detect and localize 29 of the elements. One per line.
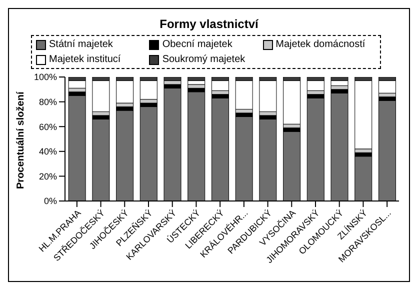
y-tick-label: 80%: [38, 96, 57, 107]
y-tick-label: 20%: [38, 171, 57, 182]
legend-label: Obecní majetek: [162, 39, 232, 50]
bar: [354, 80, 372, 150]
legend-label: Majetek institucí: [49, 54, 121, 65]
bar: [116, 80, 134, 104]
bar: [259, 80, 277, 112]
legend-label: Soukromý majetek: [162, 54, 246, 65]
bar: [330, 80, 348, 86]
bar: [235, 80, 253, 110]
bar: [92, 80, 110, 112]
bar: [188, 80, 206, 85]
legend-label: Státní majetek: [49, 39, 113, 50]
bar: [283, 80, 301, 124]
bar: [68, 80, 86, 88]
y-tick-label: 0%: [44, 196, 57, 206]
y-tick-label: 40%: [38, 146, 57, 157]
y-axis-title: Procentuální složení: [16, 90, 27, 189]
chart-title: Formy vlastnictví: [158, 16, 260, 31]
legend-label: Majetek domácností: [276, 39, 366, 50]
bar: [306, 80, 324, 91]
bar: [164, 80, 182, 85]
bar: [188, 77, 206, 81]
bar: [378, 80, 396, 94]
bar: [164, 77, 182, 81]
y-tick-label: 60%: [38, 122, 57, 132]
y-tick-label: 100%: [34, 72, 57, 82]
bar: [211, 80, 229, 91]
bar: [140, 80, 158, 100]
